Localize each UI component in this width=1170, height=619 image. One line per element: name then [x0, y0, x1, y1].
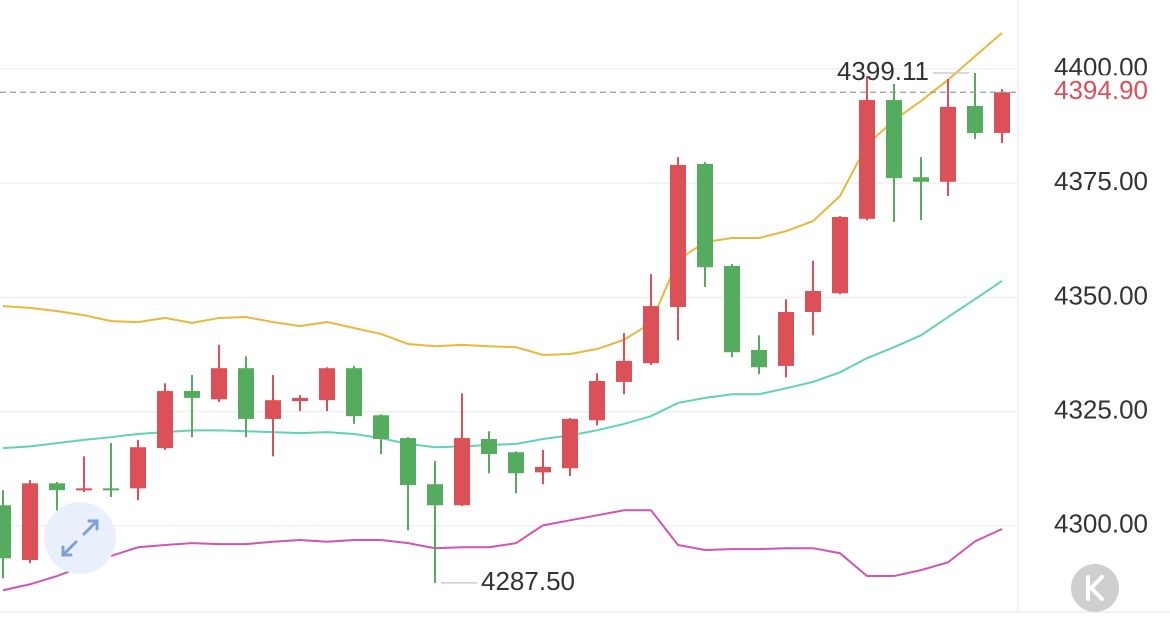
candle-body — [103, 488, 119, 491]
candle-body — [967, 105, 983, 133]
candle-body — [805, 290, 821, 313]
candle-body — [22, 483, 38, 561]
candle-body — [427, 484, 443, 506]
candle-body — [535, 466, 551, 473]
candle-body — [913, 177, 929, 182]
candle-body — [76, 488, 92, 491]
expand-button[interactable] — [44, 502, 116, 574]
candle-body — [940, 106, 956, 182]
candle-body — [859, 100, 875, 219]
candle-body — [0, 505, 11, 559]
candle-body — [751, 349, 767, 368]
candle-body — [184, 391, 200, 398]
indicator-line — [2, 280, 1003, 450]
k-circle[interactable] — [1071, 564, 1119, 612]
candle-body — [886, 100, 902, 179]
candle-body — [130, 447, 146, 489]
k-icon[interactable] — [1086, 575, 1104, 601]
indicator-line — [2, 509, 1003, 592]
y-tick-label: 4375.00 — [1054, 166, 1148, 196]
indicator-line — [2, 32, 1003, 356]
candle-body — [292, 397, 308, 402]
candle-body — [157, 391, 173, 449]
expand-icon[interactable] — [61, 519, 99, 557]
candle-body — [778, 312, 794, 366]
k-button[interactable] — [1071, 564, 1119, 612]
candle-body — [373, 415, 389, 440]
candle-body — [562, 418, 578, 469]
candle-body — [616, 360, 632, 382]
candle-body — [211, 368, 227, 400]
candle-body — [643, 306, 659, 364]
candle-body — [481, 439, 497, 455]
expand-circle[interactable] — [44, 502, 116, 574]
y-tick-label: 4325.00 — [1054, 394, 1148, 424]
candle-body — [400, 438, 416, 486]
candle-body — [454, 438, 470, 506]
y-tick-label: 4350.00 — [1054, 280, 1148, 310]
min-label: 4287.50 — [481, 566, 575, 596]
max-label: 4399.11 — [837, 56, 929, 86]
candle-body — [346, 368, 362, 417]
candle-body — [508, 452, 524, 474]
last-price-label: 4394.90 — [1054, 75, 1148, 105]
candle-body — [724, 265, 740, 353]
candle-body — [265, 400, 281, 419]
candle-body — [238, 368, 254, 419]
candle-body — [670, 164, 686, 307]
last-price-bg — [1030, 75, 1168, 110]
candle-body — [832, 216, 848, 294]
candle-body — [697, 164, 713, 268]
candle-body — [319, 368, 335, 401]
y-tick-label: 4300.00 — [1054, 509, 1148, 539]
candle-body — [994, 92, 1010, 133]
candle-body — [49, 483, 65, 491]
candle-body — [589, 380, 605, 421]
plot: 4300.004325.004350.004375.004400.004399.… — [0, 32, 1168, 596]
